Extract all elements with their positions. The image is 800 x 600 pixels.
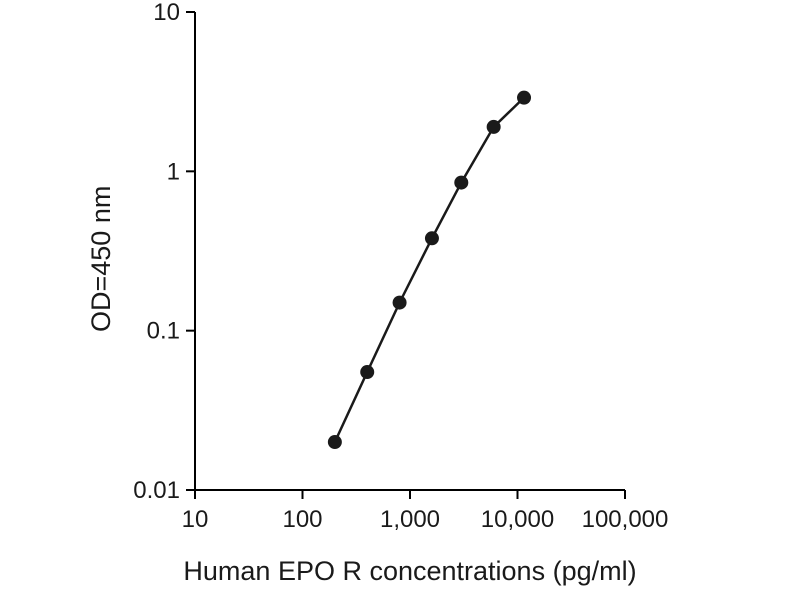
x-tick-label: 100,000 [582, 506, 669, 533]
y-tick-label: 10 [153, 0, 180, 26]
data-point-marker [327, 435, 342, 450]
data-point-marker [392, 295, 407, 310]
data-point-marker [486, 119, 501, 134]
y-tick-label: 1 [167, 158, 180, 185]
series-line [333, 96, 525, 443]
x-tick-label: 10,000 [481, 506, 554, 533]
x-tick-label: 10 [182, 506, 209, 533]
y-axis-title: OD=450 nm [86, 185, 116, 332]
y-tick-label: 0.01 [133, 477, 180, 504]
x-tick-label: 100 [282, 506, 322, 533]
y-tick-label: 0.1 [147, 318, 180, 345]
x-tick-label: 1,000 [380, 506, 440, 533]
data-point-marker [517, 90, 532, 105]
data-point-marker [454, 175, 469, 190]
data-point-marker [424, 231, 439, 246]
x-axis-title: Human EPO R concentrations (pg/ml) [183, 556, 637, 586]
data-point-marker [360, 365, 375, 380]
